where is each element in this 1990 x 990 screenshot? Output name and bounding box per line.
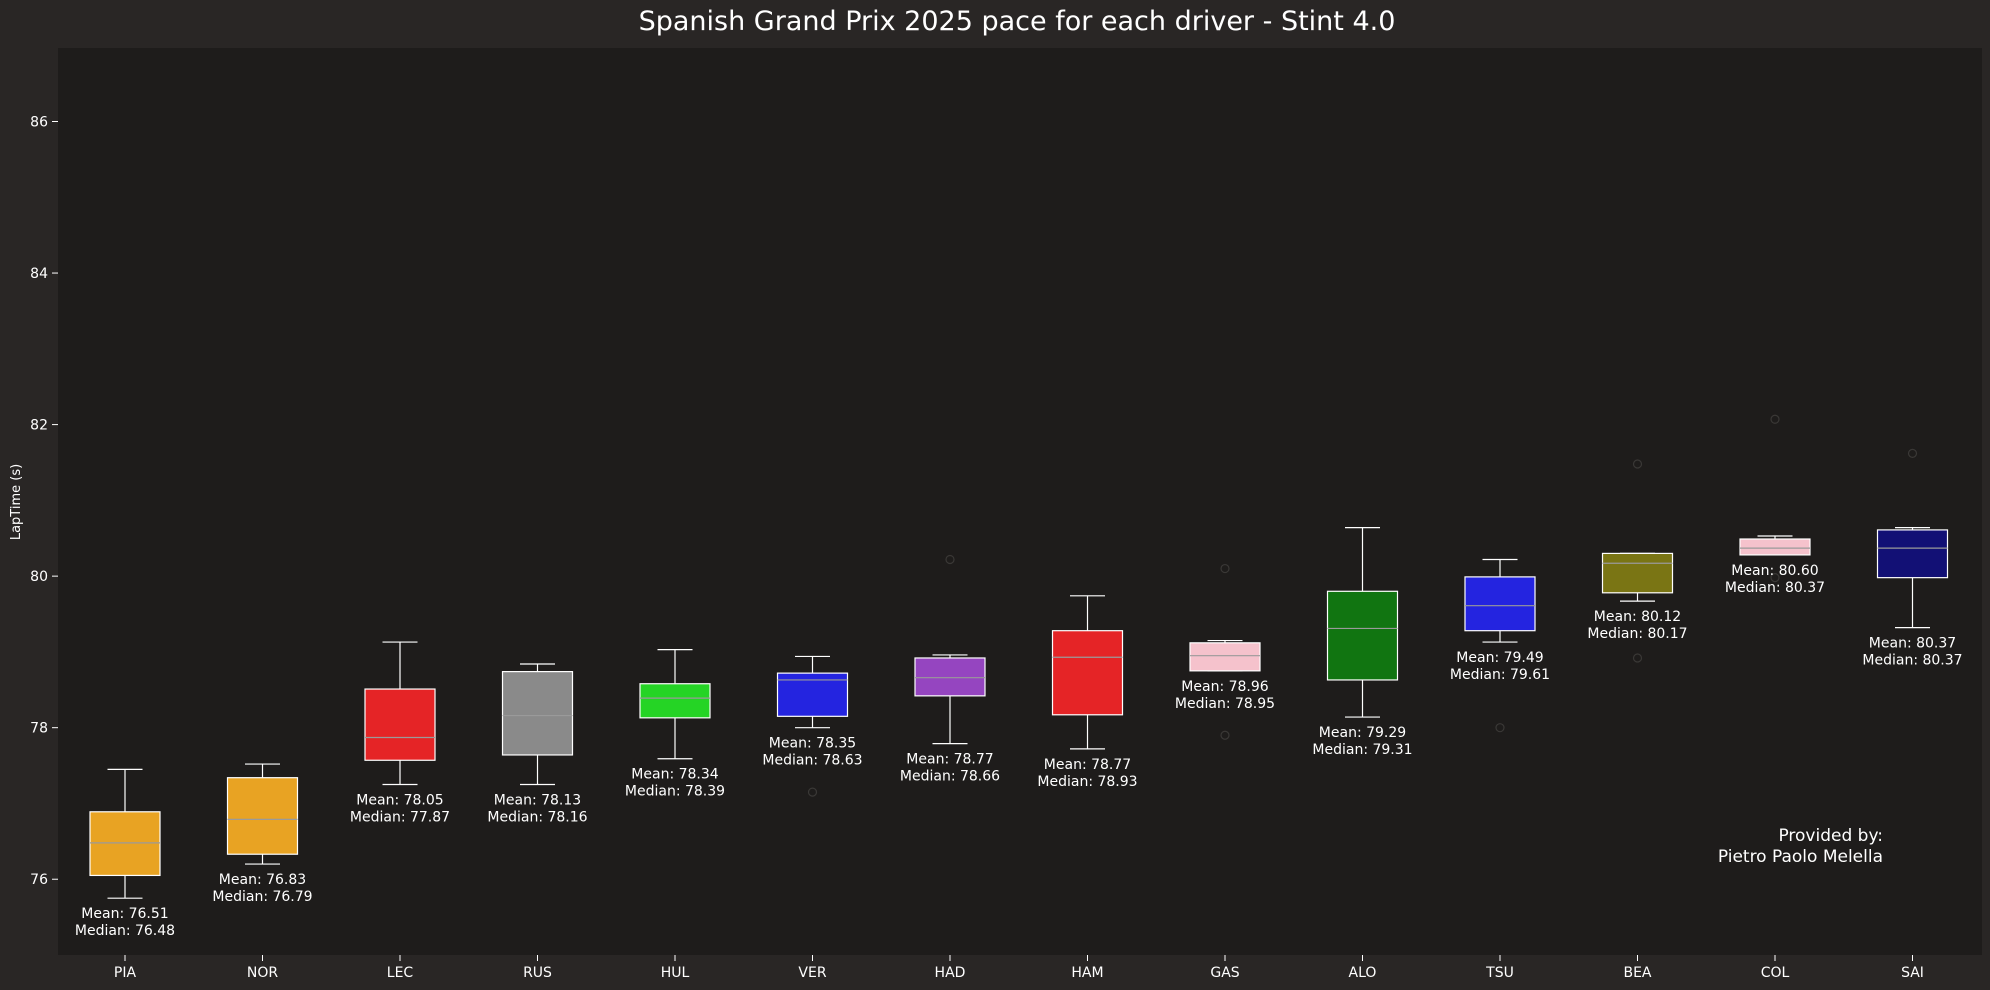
y-axis-label: LapTime (s) [9, 464, 24, 540]
y-tick-label: 86 [30, 114, 48, 130]
x-tick-label: RUS [523, 965, 552, 981]
y-tick-label: 78 [30, 721, 48, 737]
median-label: Median: 80.37 [1725, 580, 1825, 596]
box-body [1876, 529, 1949, 579]
chart-title: Spanish Grand Prix 2025 pace for each dr… [639, 6, 1396, 37]
outlier-point [1495, 723, 1505, 733]
outlier-point [945, 554, 955, 565]
median-label: Median: 76.48 [75, 923, 175, 939]
credit-line-2: Pietro Paolo Melella [1718, 847, 1883, 867]
median-label: Median: 78.16 [487, 810, 587, 826]
box-body [914, 657, 986, 697]
mean-label: Mean: 80.60 [1731, 563, 1818, 579]
mean-label: Mean: 76.51 [81, 906, 168, 922]
median-label: Median: 76.79 [212, 889, 312, 905]
mean-label: Mean: 78.77 [906, 752, 993, 768]
credit-line-1: Provided by: [1778, 826, 1883, 846]
y-tick-label: 82 [30, 418, 48, 434]
box-body [1739, 538, 1811, 556]
x-tick-label: HAD [935, 965, 966, 981]
outlier-point [1632, 653, 1643, 663]
x-tick-label: BEA [1623, 965, 1651, 981]
outlier-point [1770, 414, 1780, 424]
box-body [501, 671, 574, 756]
mean-label: Mean: 78.13 [494, 793, 581, 809]
mean-label: Mean: 78.34 [631, 767, 718, 783]
median-label: Median: 80.37 [1862, 653, 1962, 669]
box-body [1464, 576, 1536, 632]
x-tick-label: TSU [1485, 965, 1514, 981]
outlier-point [1770, 573, 1780, 583]
median-label: Median: 78.39 [625, 784, 725, 800]
mean-label: Mean: 79.49 [1456, 650, 1543, 666]
mean-label: Mean: 80.37 [1869, 636, 1956, 652]
box-body [1189, 642, 1261, 672]
outlier-point [1907, 448, 1918, 458]
box-body [89, 811, 161, 877]
box-body [1051, 630, 1124, 716]
x-tick-label: PIA [114, 965, 137, 981]
median-label: Median: 78.63 [762, 753, 862, 769]
x-tick-label: HUL [661, 965, 690, 981]
box-body [364, 688, 436, 761]
y-tick-label: 80 [30, 569, 48, 585]
y-tick-label: 76 [30, 872, 48, 888]
y-axis: 76 78 80 82 84 86 [30, 114, 58, 888]
x-tick-label: LEC [387, 965, 414, 981]
x-tick-label: ALO [1349, 965, 1377, 981]
mean-label: Mean: 80.12 [1594, 609, 1681, 625]
x-tick-label: COL [1761, 965, 1790, 981]
mean-label: Mean: 78.77 [1044, 757, 1131, 773]
median-label: Median: 78.93 [1037, 774, 1137, 790]
mean-label: Mean: 78.05 [356, 793, 443, 809]
median-label: Median: 78.95 [1175, 696, 1275, 712]
x-tick-label: HAM [1071, 965, 1103, 981]
median-label: Median: 77.87 [350, 810, 450, 826]
x-tick-label: GAS [1210, 965, 1239, 981]
x-tick-label: NOR [247, 965, 278, 981]
x-tick-label: SAI [1901, 965, 1924, 981]
median-label: Median: 80.17 [1587, 626, 1687, 642]
box-body [1326, 590, 1399, 681]
median-label: Median: 78.66 [900, 769, 1000, 785]
mean-label: Mean: 78.96 [1181, 679, 1268, 695]
x-tick-label: VER [798, 965, 826, 981]
box-body [1601, 552, 1674, 594]
median-label: Median: 79.31 [1312, 742, 1412, 758]
x-axis: PIA NOR LEC RUS HUL VER HAD HAM GAS ALO TSU BEA COL S… [114, 955, 1924, 981]
outlier-point [1220, 730, 1230, 740]
median-label: Median: 79.61 [1450, 667, 1550, 683]
outlier-point [1632, 459, 1643, 469]
box-body [639, 683, 711, 719]
mean-label: Mean: 76.83 [219, 872, 306, 888]
mean-label: Mean: 79.29 [1319, 725, 1406, 741]
plot-area [58, 48, 1982, 955]
outlier-point [807, 787, 818, 797]
mean-label: Mean: 78.35 [769, 736, 856, 752]
y-tick-label: 84 [30, 266, 48, 282]
box-body [226, 777, 299, 855]
outlier-point [1220, 563, 1230, 574]
